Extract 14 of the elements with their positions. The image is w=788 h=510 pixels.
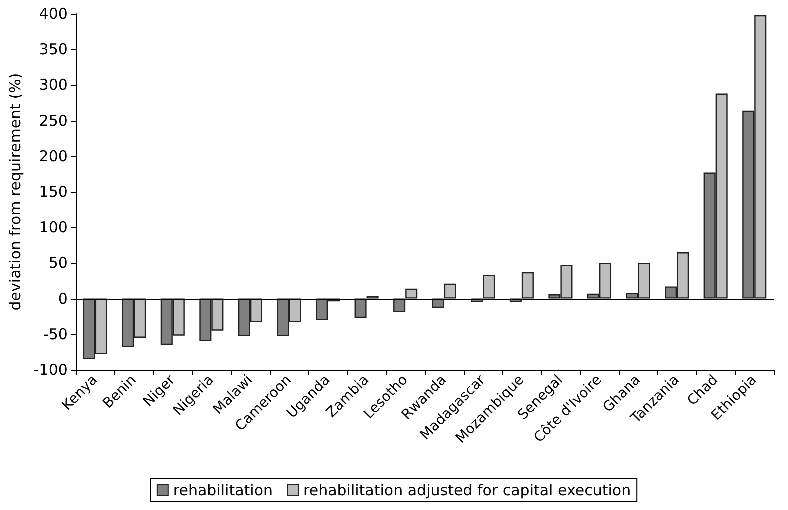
legend-label: rehabilitation adjusted for capital execution bbox=[304, 482, 632, 500]
y-tick-label: 50 bbox=[48, 254, 68, 272]
y-axis-title: deviation from requirement (%) bbox=[6, 73, 24, 311]
y-tick-label: 0 bbox=[58, 290, 68, 308]
y-tick-label: 350 bbox=[39, 40, 68, 59]
y-tick-label: -50 bbox=[43, 325, 68, 344]
y-tick-label: 400 bbox=[39, 5, 68, 23]
y-tick-label: 300 bbox=[39, 76, 68, 94]
y-tick-label: 150 bbox=[39, 183, 68, 201]
y-tick-label: 200 bbox=[39, 147, 68, 166]
y-tick-label: 250 bbox=[39, 112, 68, 130]
y-tick-label: 100 bbox=[39, 218, 68, 237]
legend-label: rehabilitation bbox=[173, 482, 274, 500]
y-tick-label: -100 bbox=[34, 361, 68, 379]
